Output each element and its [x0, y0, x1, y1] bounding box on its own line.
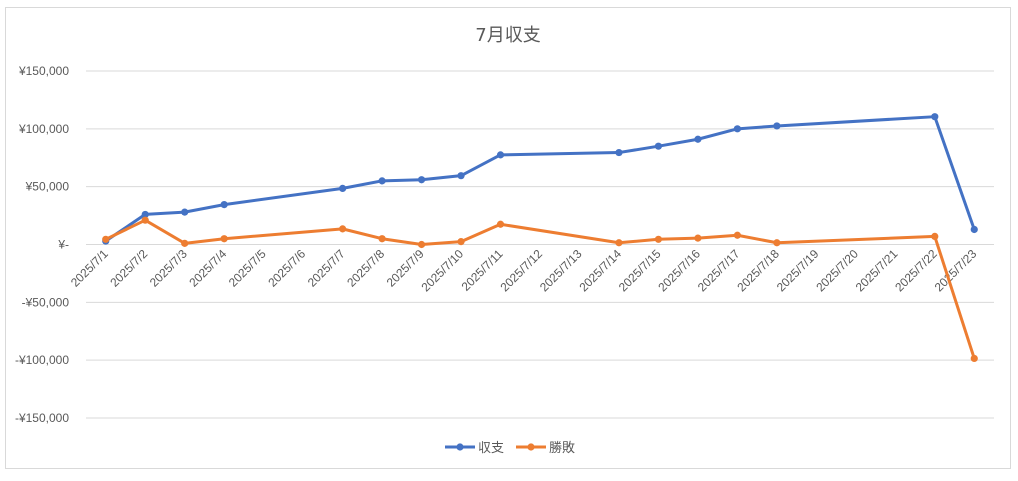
data-point — [457, 238, 465, 246]
data-point — [378, 177, 386, 185]
data-point — [733, 231, 741, 239]
data-point — [417, 240, 426, 249]
x-tick-label: 2025/7/18 — [734, 246, 782, 294]
y-tick-label: ¥150,000 — [18, 64, 69, 78]
x-tick-label: 2025/7/5 — [226, 246, 269, 289]
data-point — [181, 239, 189, 247]
x-tick-label: 2025/7/6 — [265, 246, 308, 289]
x-tick-label: 2025/7/19 — [774, 246, 822, 294]
x-tick-label: 2025/7/13 — [537, 246, 585, 294]
data-point — [457, 172, 465, 180]
legend-label: 収支 — [478, 441, 504, 456]
x-tick-label: 2025/7/17 — [695, 246, 743, 294]
data-point — [339, 225, 347, 233]
x-tick-label: 2025/7/1 — [68, 246, 111, 289]
y-tick-label: ¥- — [57, 238, 69, 252]
y-tick-label: ¥100,000 — [18, 122, 69, 136]
data-point — [694, 234, 702, 242]
data-point — [615, 239, 623, 247]
legend-marker — [456, 443, 464, 451]
data-point — [970, 225, 978, 234]
y-tick-label: -¥50,000 — [22, 295, 70, 309]
legend-label: 勝敗 — [549, 441, 575, 456]
data-point — [102, 235, 110, 243]
x-tick-label: 2025/7/10 — [419, 246, 467, 294]
legend: 収支 勝敗 — [445, 441, 575, 456]
data-point — [654, 235, 663, 243]
data-point — [220, 235, 228, 243]
y-axis-ticks: ¥150,000 ¥100,000 ¥50,000 ¥- -¥50,000 -¥100,0… — [15, 64, 69, 425]
data-point — [931, 232, 939, 241]
y-tick-label: ¥50,000 — [25, 180, 70, 194]
x-tick-label: 2025/7/8 — [344, 246, 387, 289]
legend-item: 勝敗 — [516, 441, 575, 456]
series-2 — [102, 216, 978, 363]
series-line — [104, 218, 976, 360]
data-point — [733, 125, 741, 133]
data-point — [773, 122, 781, 130]
data-point — [694, 135, 702, 143]
data-point — [931, 113, 939, 121]
series-lines — [102, 113, 978, 363]
data-point — [181, 208, 189, 216]
data-point — [496, 151, 505, 159]
y-tick-label: -¥100,000 — [15, 353, 69, 367]
data-point — [339, 184, 347, 193]
x-tick-label: 2025/7/2 — [107, 246, 150, 289]
x-tick-label: 2025/7/16 — [655, 246, 703, 294]
data-point — [496, 220, 505, 228]
legend-item: 収支 — [445, 441, 504, 456]
series-line — [104, 115, 976, 243]
x-tick-label: 2025/7/20 — [813, 246, 861, 294]
x-tick-label: 2025/7/22 — [892, 246, 940, 294]
y-tick-label: -¥150,000 — [15, 411, 69, 425]
x-tick-label: 2025/7/3 — [147, 246, 190, 289]
x-tick-label: 2025/7/7 — [305, 246, 348, 289]
data-point — [141, 216, 149, 224]
x-tick-label: 2025/7/15 — [616, 246, 664, 294]
data-point — [773, 239, 781, 247]
x-tick-label: 2025/7/21 — [853, 246, 901, 294]
x-axis-ticks: 2025/7/12025/7/22025/7/32025/7/42025/7/5… — [68, 246, 980, 294]
x-tick-label: 2025/7/12 — [497, 246, 545, 294]
chart-title: 7月収支 — [475, 25, 540, 46]
x-tick-label: 2025/7/14 — [576, 246, 624, 294]
series-1 — [102, 113, 978, 245]
data-point — [615, 148, 623, 157]
legend-marker — [527, 443, 535, 451]
data-point — [654, 142, 663, 150]
data-point — [417, 176, 426, 184]
data-point — [220, 200, 228, 209]
data-point — [378, 235, 386, 243]
data-point — [970, 354, 978, 363]
gridlines — [86, 70, 994, 419]
x-tick-label: 2025/7/4 — [186, 246, 229, 289]
data-point — [141, 210, 149, 219]
